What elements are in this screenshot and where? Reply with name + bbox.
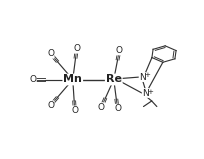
Text: O: O <box>29 75 36 84</box>
Text: O: O <box>113 104 120 113</box>
Text: N: N <box>142 89 148 97</box>
Text: O: O <box>71 106 78 115</box>
Text: Mn: Mn <box>63 75 82 84</box>
Text: +: + <box>143 72 149 78</box>
Text: N: N <box>139 73 145 82</box>
Text: +: + <box>146 89 152 95</box>
Text: O: O <box>47 101 54 110</box>
Text: Re: Re <box>105 75 121 84</box>
Text: O: O <box>47 49 54 58</box>
Text: O: O <box>115 46 122 55</box>
Text: O: O <box>73 44 80 53</box>
Text: O: O <box>97 103 104 112</box>
